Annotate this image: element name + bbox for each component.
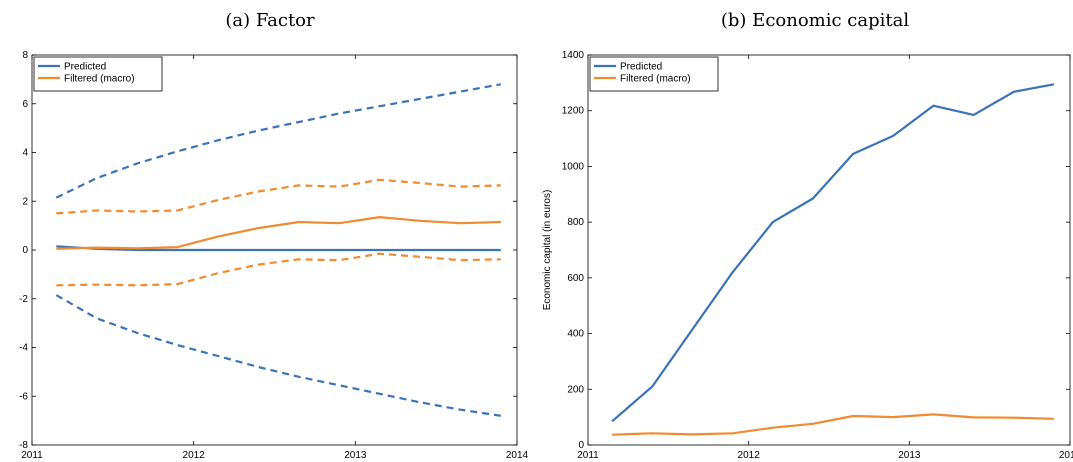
economic-capital-chart: (b) Economic capital Economic capital (i… [542, 10, 1073, 461]
y-tick-label: -4 [19, 343, 28, 354]
plot-frame [587, 54, 1071, 446]
legend-box [589, 56, 719, 92]
chart-title: (b) Economic capital [721, 10, 909, 31]
series-line [56, 216, 501, 250]
x-tick-label: 2012 [738, 450, 761, 461]
y-tick-label: 800 [567, 217, 584, 228]
chart-title: (a) Factor [225, 10, 315, 31]
y-tick-label: -2 [19, 294, 28, 305]
confidence-band-line [56, 178, 501, 215]
legend-label: Predicted [620, 62, 662, 73]
y-tick-label: 600 [567, 273, 584, 284]
confidence-band-line [56, 252, 501, 287]
legend-label: Filtered (macro) [620, 74, 691, 85]
legend-label: Predicted [64, 62, 106, 73]
y-tick-label: -6 [19, 391, 28, 402]
x-tick-label: 2014 [506, 450, 529, 461]
x-tick-label: 2014 [1059, 450, 1073, 461]
y-tick-label: 1200 [562, 106, 585, 117]
y-tick-label: 4 [22, 148, 28, 159]
y-tick-label: 8 [22, 50, 28, 61]
legend-box [33, 56, 163, 92]
y-tick-label: 1000 [562, 161, 585, 172]
x-tick-label: 2012 [183, 450, 206, 461]
legend-label: Filtered (macro) [64, 74, 135, 85]
series-line [56, 245, 501, 252]
x-tick-label: 2011 [21, 450, 43, 461]
confidence-band-line [55, 83, 501, 199]
factor-chart: (a) Factor -8 -6 -4 -2 0 2 4 6 8 2011 2012 2013 2014… [19, 10, 528, 461]
x-tick-label: 2013 [344, 450, 367, 461]
y-tick-label: 6 [22, 99, 28, 110]
confidence-band-line [55, 294, 501, 417]
series-line [611, 83, 1055, 423]
y-tick-label: 2 [22, 196, 28, 207]
series-line [612, 413, 1054, 436]
y-axis-label: Economic capital (in euros) [542, 190, 553, 311]
y-tick-label: 0 [22, 245, 28, 256]
y-tick-label: -8 [19, 440, 28, 451]
y-tick-label: 200 [567, 384, 584, 395]
x-tick-label: 2011 [577, 450, 599, 461]
y-tick-label: 400 [567, 329, 584, 340]
y-tick-label: 1400 [562, 50, 585, 61]
x-tick-label: 2013 [898, 450, 921, 461]
y-tick-label: 0 [578, 440, 584, 451]
